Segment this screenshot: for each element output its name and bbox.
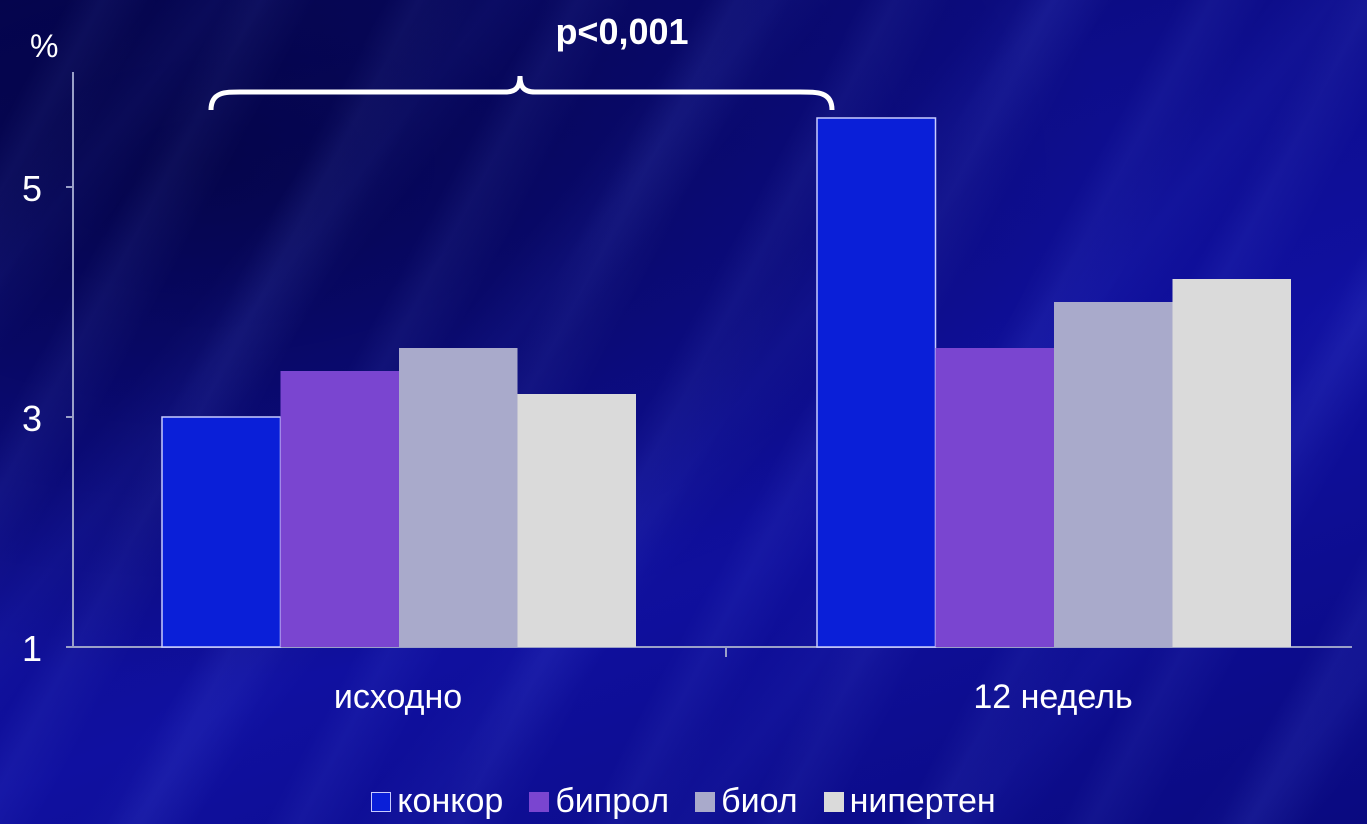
y-tick-label: 1 [22, 628, 42, 669]
bar-4-2 [1172, 279, 1291, 647]
bar-2-2 [935, 348, 1054, 647]
y-tick-label: 3 [22, 398, 42, 439]
legend-label: конкор [397, 782, 504, 820]
y-ticks: 1 3 5 [22, 168, 73, 669]
y-tick-label: 5 [22, 168, 42, 209]
legend: конкор бипрол биол нипертен [0, 782, 1367, 821]
significance-label: p<0,001 [555, 11, 688, 52]
bar-1-1 [161, 416, 282, 648]
legend-item: конкор [371, 782, 503, 821]
bar-3-2 [1054, 302, 1173, 647]
x-tick-label: исходно [334, 678, 462, 716]
legend-label: нипертен [849, 782, 996, 820]
legend-swatch [529, 791, 550, 812]
y-axis-label: % [30, 28, 58, 64]
legend-swatch [823, 791, 844, 812]
legend-swatch [371, 791, 392, 812]
bars [161, 117, 1291, 648]
legend-item: нипертен [823, 782, 996, 821]
bar-1-2 [816, 117, 937, 648]
legend-label: биол [721, 782, 798, 820]
legend-swatch [695, 791, 716, 812]
x-tick-label: 12 недель [973, 678, 1132, 716]
bar-3-1 [399, 348, 518, 647]
legend-item: биол [695, 782, 798, 821]
x-labels: исходно 12 недель [334, 647, 1133, 716]
legend-label: бипрол [555, 782, 670, 820]
significance-brace [208, 75, 835, 111]
bar-4-1 [517, 394, 636, 647]
legend-item: бипрол [529, 782, 669, 821]
bar-2-1 [280, 371, 399, 647]
